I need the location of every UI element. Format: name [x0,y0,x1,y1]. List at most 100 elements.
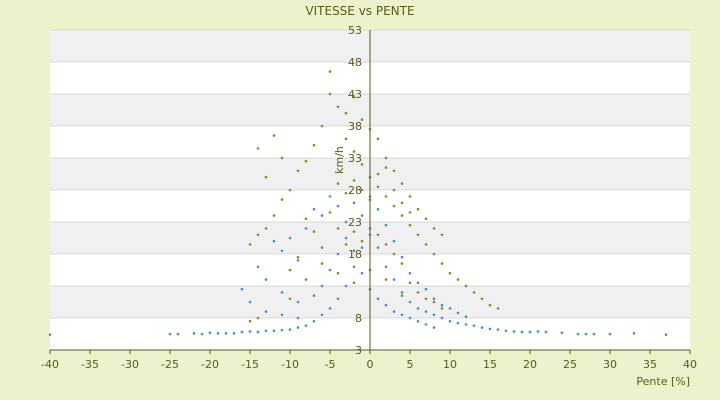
series-1-point [664,333,668,336]
series-2-point [288,188,292,192]
points-layer [48,70,668,336]
series-2-point [496,307,500,310]
series-1-point [440,316,444,320]
series-1-point [432,326,436,329]
series-2-point [424,217,428,221]
series-2-point [320,124,324,128]
series-2-point [384,243,388,246]
series-2-point [416,291,420,294]
series-1-point [176,332,180,336]
series-2-point [480,297,484,301]
series-2-point [280,198,284,201]
series-2-point [328,92,332,96]
series-2-point [376,185,380,189]
series-2-point [256,233,260,237]
series-2-point [328,211,332,214]
series-1-point [416,307,420,310]
series-2-point [296,255,300,259]
series-1-point [192,332,196,335]
series-2-point [264,227,268,230]
series-2-point [464,284,468,288]
series-1-point [360,246,364,249]
series-2-point [424,297,428,301]
series-1-point [408,271,412,275]
series-1-point [272,329,276,333]
series-2-point [256,316,260,320]
series-1-point [312,207,316,211]
x-tick-label: -40 [41,358,59,371]
series-2-point [392,169,396,173]
series-1-point [272,239,276,243]
series-2-point [304,159,308,163]
series-2-point [416,233,420,237]
series-2-point [264,175,268,179]
series-1-point [304,324,308,327]
series-2-point [416,207,420,211]
series-1-point [264,329,268,333]
series-1-point [280,249,284,253]
series-2-point [352,179,356,182]
series-2-point [304,217,308,221]
series-2-point [408,195,412,198]
series-2-point [376,172,380,176]
series-2-point [272,214,276,217]
series-1-point [584,332,588,336]
series-2-point [376,137,380,141]
series-1-point [304,227,308,230]
series-2-point [456,278,460,281]
x-tick-label: 5 [407,358,414,371]
series-2-point [344,243,348,246]
series-1-point [416,319,420,323]
series-2-point [352,150,356,153]
series-1-point [312,319,316,323]
series-1-point [288,236,292,240]
series-2-point [280,156,284,160]
series-2-point [400,201,404,205]
series-1-point [328,307,332,310]
series-1-point [256,330,260,334]
series-1-point [352,249,356,253]
series-1-point [608,332,612,336]
series-2-point [288,297,292,301]
y-tick-label: 33 [348,152,362,165]
series-2-point [352,95,356,99]
series-2-point [376,233,380,237]
series-2-point [344,191,348,195]
series-1-point [280,313,284,317]
series-1-point [424,287,428,291]
series-1-point [344,220,348,224]
series-1-point [344,284,348,288]
x-axis-label: Pente [%] [636,375,690,388]
series-1-point [352,201,356,205]
series-2-point [400,214,404,217]
series-2-point [256,147,260,150]
y-tick-label: 53 [348,24,362,37]
series-1-point [496,328,500,331]
series-1-point [400,255,404,259]
series-2-point [344,137,348,141]
series-1-point [256,265,260,269]
series-1-point [432,313,436,317]
series-1-point [440,303,444,307]
x-tick-label: -20 [201,358,219,371]
series-2-point [312,230,316,233]
x-tick-label: -15 [241,358,259,371]
series-1-point [280,291,284,294]
series-2-point [296,169,300,173]
series-2-point [360,163,364,166]
series-1-point [296,300,300,304]
series-2-point [408,211,412,214]
series-1-point [376,207,380,211]
series-2-point [352,230,356,233]
x-tick-label: 30 [603,358,617,371]
x-tick-label: -5 [325,358,336,371]
series-1-point [216,332,220,335]
x-tick-label: 15 [483,358,497,371]
y-tick-label: 8 [355,312,362,325]
series-1-point [328,195,332,198]
series-2-point [488,303,492,307]
series-1-point [416,281,420,285]
series-1-point [592,332,596,336]
series-1-point [400,291,404,294]
